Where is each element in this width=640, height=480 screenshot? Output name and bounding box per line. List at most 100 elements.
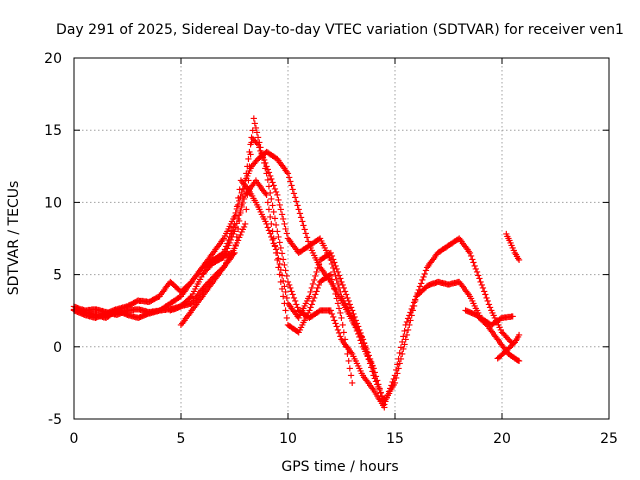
data-point: + xyxy=(466,308,474,319)
data-point: + xyxy=(218,235,226,246)
data-point: + xyxy=(185,279,193,290)
data-point: + xyxy=(465,246,473,257)
data-point: + xyxy=(249,193,257,204)
data-point: + xyxy=(336,308,344,319)
data-point: + xyxy=(259,153,267,164)
data-point: + xyxy=(319,267,327,278)
data-point: + xyxy=(121,309,129,320)
data-point: + xyxy=(132,312,140,323)
x-tick-labels: 0 5 10 15 20 25 xyxy=(70,431,618,447)
data-point: + xyxy=(155,306,163,317)
data-point: + xyxy=(164,305,172,316)
data-point: + xyxy=(411,294,419,305)
data-point: + xyxy=(436,246,444,257)
data-point: + xyxy=(513,252,521,263)
data-point: + xyxy=(304,308,312,319)
data-point: + xyxy=(335,283,343,294)
data-point: + xyxy=(311,253,319,264)
data-point: + xyxy=(461,242,469,253)
data-point: + xyxy=(173,294,181,305)
data-point: + xyxy=(83,305,91,316)
data-point: + xyxy=(228,249,236,260)
data-point: + xyxy=(349,351,357,362)
data-point: + xyxy=(495,315,503,326)
data-point: + xyxy=(148,308,156,319)
data-point: + xyxy=(328,259,336,270)
data-point: + xyxy=(423,281,431,292)
data-point: + xyxy=(153,293,161,304)
data-point: + xyxy=(407,311,415,322)
data-point: + xyxy=(224,235,232,246)
data-point: + xyxy=(152,293,160,304)
data-point: + xyxy=(388,382,396,393)
data-point: + xyxy=(204,254,212,265)
data-point: + xyxy=(224,256,232,267)
data-point: + xyxy=(166,306,174,317)
data-point: + xyxy=(272,153,280,164)
data-point: + xyxy=(100,307,108,318)
data-point: + xyxy=(189,304,197,315)
data-point: + xyxy=(323,248,331,259)
data-point: + xyxy=(392,373,400,384)
data-point: + xyxy=(211,254,219,265)
data-point: + xyxy=(274,156,282,167)
data-point: + xyxy=(472,303,480,314)
data-point: + xyxy=(340,300,348,311)
data-point: + xyxy=(171,304,179,315)
data-point: + xyxy=(270,181,278,192)
data-point: + xyxy=(375,395,383,406)
data-point: + xyxy=(196,274,204,285)
data-point: + xyxy=(400,339,408,350)
data-point: + xyxy=(92,310,100,321)
data-point: + xyxy=(184,311,192,322)
data-point: + xyxy=(116,309,124,320)
data-point: + xyxy=(77,304,85,315)
data-point: + xyxy=(79,307,87,318)
data-point: + xyxy=(325,270,333,281)
data-point: + xyxy=(94,311,102,322)
data-point: + xyxy=(355,332,363,343)
data-point: + xyxy=(167,304,175,315)
data-point: + xyxy=(478,314,486,325)
data-point: + xyxy=(164,300,172,311)
data-point: + xyxy=(208,256,216,267)
data-point: + xyxy=(246,164,254,175)
data-point: + xyxy=(495,336,503,347)
data-point: + xyxy=(103,307,111,318)
data-point: + xyxy=(256,143,264,154)
data-point: + xyxy=(295,205,303,216)
data-point: + xyxy=(149,307,157,318)
data-point: + xyxy=(390,380,398,391)
data-point: + xyxy=(330,283,338,294)
data-point: + xyxy=(328,309,336,320)
data-point: + xyxy=(463,288,471,299)
data-point: + xyxy=(236,230,244,241)
data-point: + xyxy=(239,192,247,203)
data-point: + xyxy=(155,306,163,317)
data-point: + xyxy=(147,307,155,318)
data-point: + xyxy=(426,280,434,291)
data-point: + xyxy=(211,254,219,265)
data-point: + xyxy=(296,247,304,258)
data-point: + xyxy=(506,312,514,323)
data-point: + xyxy=(133,296,141,307)
data-point: + xyxy=(170,304,178,315)
data-point: + xyxy=(249,179,257,190)
data-point: + xyxy=(237,188,245,199)
data-point: + xyxy=(255,143,263,154)
data-point: + xyxy=(127,305,135,316)
data-point: + xyxy=(297,246,305,257)
data-point: + xyxy=(504,312,512,323)
data-point: + xyxy=(95,305,103,316)
data-point: + xyxy=(378,392,386,403)
data-point: + xyxy=(475,274,483,285)
data-point: + xyxy=(113,306,121,317)
data-point: + xyxy=(514,253,522,264)
data-point: + xyxy=(271,242,279,253)
data-point: + xyxy=(494,320,502,331)
data-point: + xyxy=(437,246,445,257)
data-point: + xyxy=(469,258,477,269)
data-point: + xyxy=(231,240,239,251)
data-point: + xyxy=(486,302,494,313)
x-tick-label: 25 xyxy=(600,431,618,447)
